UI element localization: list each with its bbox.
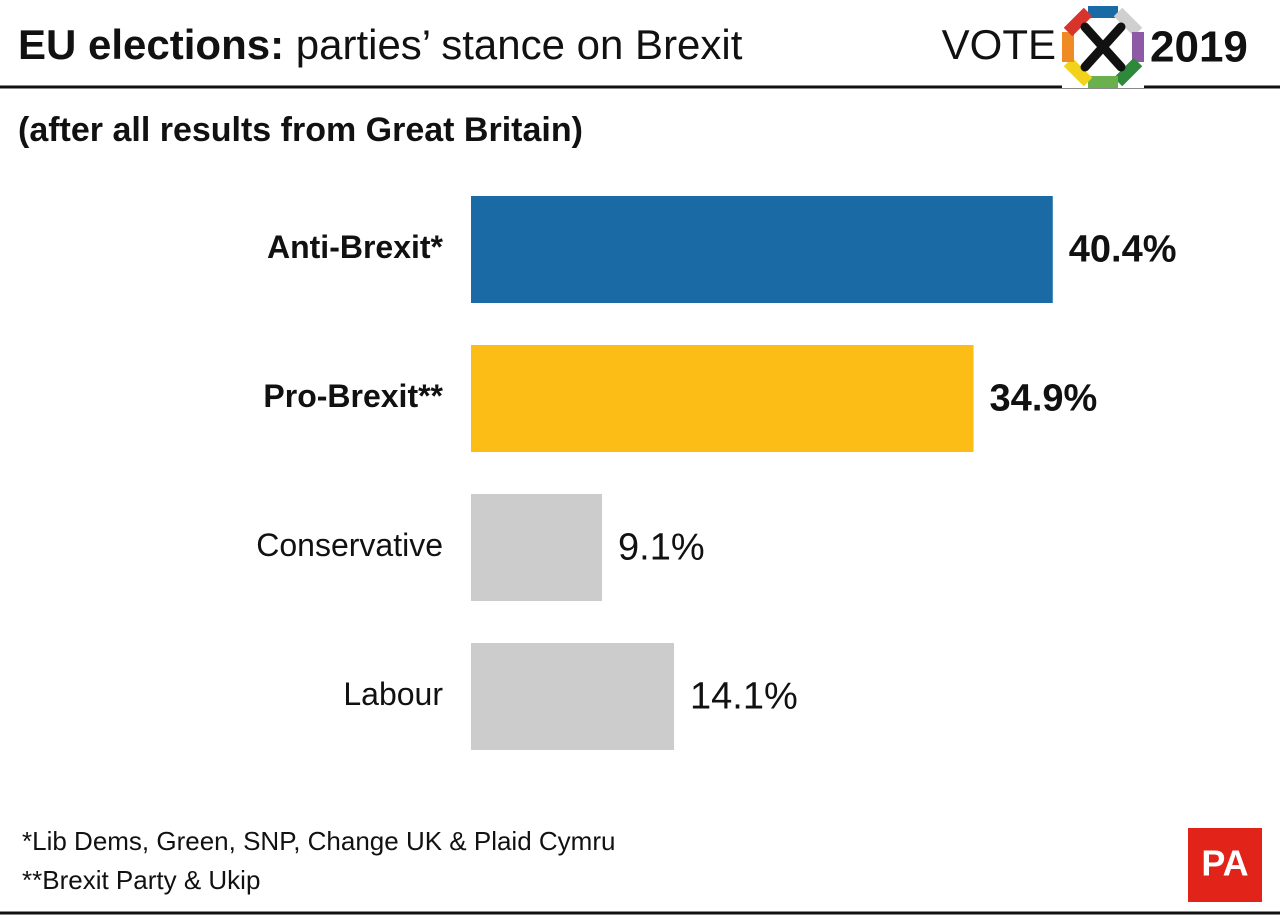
footnote: **Brexit Party & Ukip xyxy=(22,865,260,895)
category-label: Conservative xyxy=(256,527,443,563)
chart-title: EU elections: parties’ stance on Brexit xyxy=(18,21,743,68)
bar xyxy=(471,494,603,601)
logo-ring xyxy=(1062,6,1144,88)
bar xyxy=(471,345,974,452)
footnote: *Lib Dems, Green, SNP, Change UK & Plaid… xyxy=(22,826,615,856)
vote-logo: VOTE 2019 xyxy=(942,6,1248,88)
value-label: 14.1% xyxy=(690,676,798,718)
value-label: 9.1% xyxy=(618,527,705,569)
bar xyxy=(471,643,675,750)
value-label: 40.4% xyxy=(1069,229,1177,271)
category-label: Pro-Brexit** xyxy=(263,378,443,414)
title-lead: EU elections: xyxy=(18,21,284,68)
category-label: Labour xyxy=(343,676,443,712)
category-label: Anti-Brexit* xyxy=(267,229,444,265)
logo-right: 2019 xyxy=(1150,23,1248,72)
logo-cross xyxy=(1080,22,1126,72)
subtitle: (after all results from Great Britain) xyxy=(18,111,583,149)
bar xyxy=(471,196,1053,303)
logo-left: VOTE xyxy=(942,21,1056,68)
value-label: 34.9% xyxy=(990,378,1098,420)
source-text: PA xyxy=(1201,843,1248,884)
source-logo xyxy=(1188,828,1262,902)
title-main: parties’ stance on Brexit xyxy=(296,21,743,68)
plot: Anti-Brexit* 40.4% Pro-Brexit** 34.9% Conser… xyxy=(256,196,1177,750)
